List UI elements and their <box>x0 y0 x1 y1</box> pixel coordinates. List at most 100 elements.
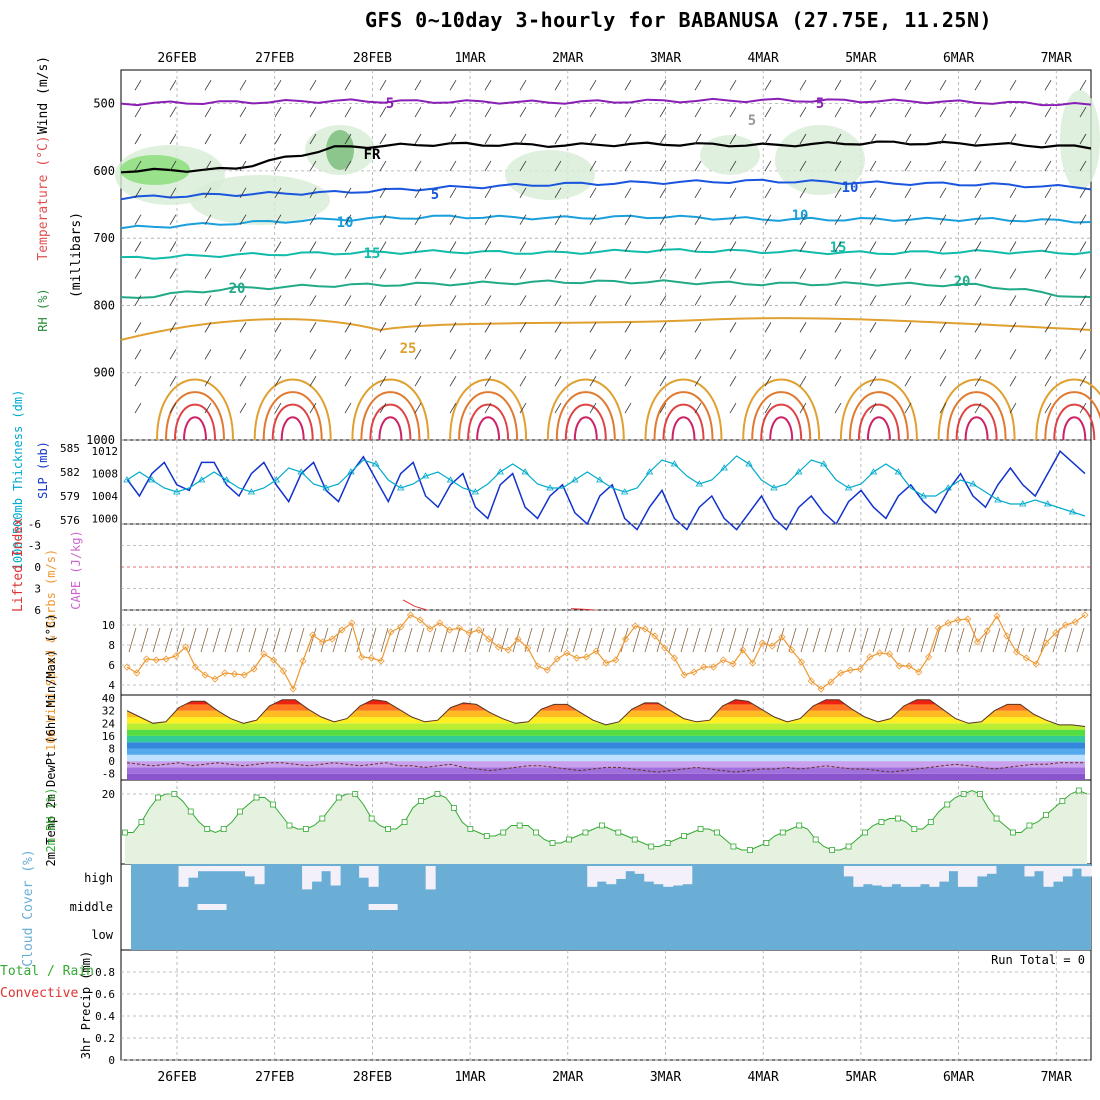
temp-line <box>126 699 1086 727</box>
pressure-tick-label: 800 <box>93 298 115 312</box>
wind-barb <box>560 627 569 653</box>
wind-barb <box>1009 187 1017 199</box>
surface-isotherm <box>1062 416 1087 441</box>
cloud-gap <box>862 866 873 885</box>
cloud-gap <box>843 866 854 877</box>
thickness-marker <box>446 476 455 483</box>
surface-isotherm <box>760 403 803 441</box>
wind-speed-marker <box>1042 639 1050 647</box>
wind-barb <box>869 133 877 145</box>
temp-band <box>127 717 1085 724</box>
wind-barb <box>659 187 667 199</box>
surface-isotherm <box>955 403 998 441</box>
cloud-gap <box>957 866 968 887</box>
wind-barb <box>140 627 149 653</box>
wind-barb <box>519 268 527 279</box>
wind-barb <box>554 133 562 145</box>
wind-barb <box>896 627 905 653</box>
surface-isotherm <box>467 403 510 441</box>
wind-barb <box>344 241 352 252</box>
wind-barb <box>644 627 653 653</box>
rh2m-marker <box>763 840 770 846</box>
cloud-gap <box>235 866 246 872</box>
cloud-axis-label: Cloud Cover (%) <box>21 849 36 966</box>
wind-speed-marker <box>328 635 336 643</box>
wind-barb <box>309 295 317 306</box>
top-date-label: 6MAR <box>943 51 974 66</box>
chart-title: GFS 0~10day 3-hourly for BABANUSA (27.75… <box>365 8 993 32</box>
wind-speed-marker <box>475 626 483 634</box>
rh2m-marker <box>500 829 507 836</box>
cloud-gap <box>891 866 902 885</box>
wind-barb <box>824 627 833 653</box>
wind-barb <box>239 375 247 387</box>
wind-barb <box>939 295 947 306</box>
wind-barb <box>379 214 387 225</box>
wind-barb <box>1079 79 1087 91</box>
rh-axis-label: RH (%) <box>36 288 50 331</box>
thickness-marker <box>222 476 231 483</box>
panel-frame-precip <box>120 949 1092 1061</box>
wind-barb <box>939 375 947 387</box>
wind-barb <box>729 375 737 387</box>
wind-speed-line <box>126 614 1086 691</box>
wind-barb <box>869 268 877 279</box>
wind-speed-marker <box>758 639 766 647</box>
wind-barb <box>729 295 737 306</box>
wind-barb <box>974 322 982 333</box>
cloud-gap <box>368 866 379 887</box>
surface-isotherm <box>351 378 430 441</box>
rh2m-marker <box>829 847 836 853</box>
thickness-marker <box>745 460 753 467</box>
wind-barb <box>974 79 982 91</box>
wind-barb <box>379 322 387 333</box>
wind-barb <box>1076 627 1085 653</box>
wind-barb <box>449 79 457 91</box>
surface-isotherm <box>271 403 314 441</box>
cloud-gap <box>188 866 199 878</box>
wind-barb <box>204 268 212 279</box>
wind-barb <box>939 187 947 199</box>
wind-barb <box>519 106 527 118</box>
thickness-marker <box>820 460 828 467</box>
cloud-gap <box>1033 866 1044 872</box>
wind-barb <box>764 187 772 199</box>
wind-barb <box>729 160 737 172</box>
cloud-gap <box>986 866 997 874</box>
wind-barb <box>624 322 632 333</box>
wind-speed-marker <box>299 657 307 665</box>
wind-barb <box>752 627 761 653</box>
rh2m-marker <box>418 798 424 804</box>
wind-barb <box>1009 268 1017 279</box>
contour-label: 20 <box>954 274 971 290</box>
wind-barb <box>834 133 842 145</box>
surface-isotherm <box>573 416 598 441</box>
wind-barb <box>274 402 282 414</box>
wind-barb <box>869 187 877 199</box>
wind-barb <box>274 133 282 145</box>
surface-isotherm <box>174 403 216 441</box>
wind-barb <box>799 133 807 145</box>
wind-speed-marker <box>700 663 708 671</box>
wind-speed-marker <box>993 612 1001 620</box>
wind-barb <box>449 295 457 306</box>
wind-barb <box>554 214 562 225</box>
wind-barb <box>764 627 773 653</box>
contour-label: 10 <box>337 215 354 231</box>
wind-barb <box>239 295 247 306</box>
wind-speed-marker <box>817 685 825 693</box>
contour-label: 5 <box>816 96 824 112</box>
lifted-tick-label: 3 <box>34 583 41 596</box>
rh2m-marker <box>270 801 276 808</box>
wind-barb <box>416 627 425 653</box>
wind-speed-marker <box>837 669 845 677</box>
surface-isotherm <box>253 378 332 441</box>
thickness-marker <box>596 476 604 483</box>
rh2m-marker <box>253 794 260 801</box>
wind-barb <box>414 402 422 414</box>
wind-barb <box>694 160 702 172</box>
wind-barb <box>260 627 269 653</box>
wind-barb <box>169 268 177 279</box>
thickness-marker <box>521 468 529 475</box>
wind-barb <box>274 79 282 91</box>
